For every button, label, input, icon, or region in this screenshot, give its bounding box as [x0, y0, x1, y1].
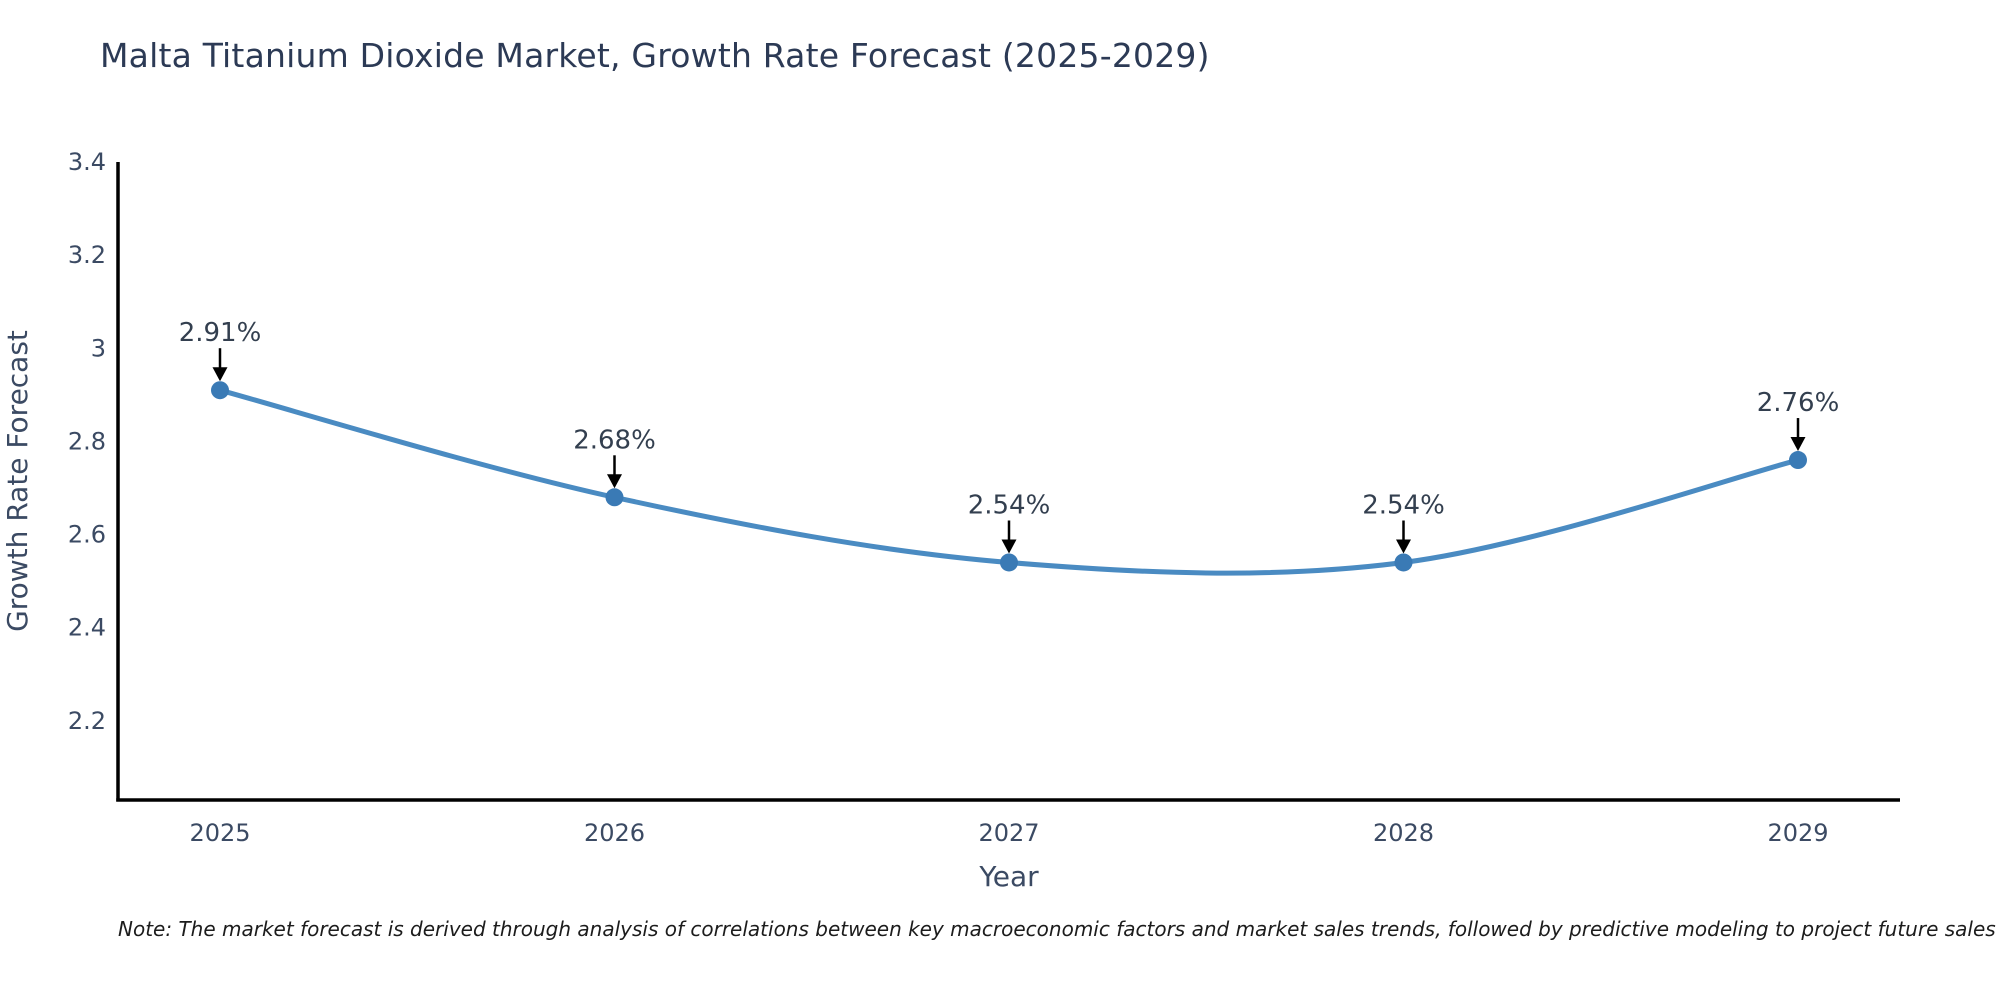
annotation-arrow-head: [607, 474, 622, 489]
x-tick-label: 2026: [584, 819, 645, 847]
point-label: 2.54%: [968, 490, 1051, 520]
x-tick-label: 2027: [978, 819, 1039, 847]
x-axis-title: Year: [978, 860, 1039, 893]
point-label: 2.76%: [1757, 388, 1840, 418]
annotation-arrow-head: [1790, 437, 1806, 452]
y-axis-title: Growth Rate Forecast: [1, 330, 34, 632]
point-label: 2.91%: [179, 318, 262, 348]
data-point-2025[interactable]: [211, 381, 229, 400]
data-point-2029[interactable]: [1789, 451, 1807, 470]
y-tick-label: 2.8: [68, 427, 106, 455]
y-tick-label: 2.2: [68, 707, 106, 735]
y-tick-label: 3.2: [68, 241, 106, 269]
data-point-2027[interactable]: [1000, 553, 1018, 572]
chart-title: Malta Titanium Dioxide Market, Growth Ra…: [100, 36, 1210, 75]
y-tick-label: 2.6: [68, 521, 106, 549]
x-tick-label: 2029: [1767, 819, 1828, 847]
point-label: 2.68%: [573, 425, 656, 455]
forecast-note: Note: The market forecast is derived thr…: [118, 917, 1996, 941]
annotation-arrow-head: [212, 367, 228, 382]
annotation-arrow-head: [1001, 539, 1017, 554]
data-point-2028[interactable]: [1394, 553, 1413, 572]
x-tick-label: 2028: [1373, 819, 1434, 847]
y-tick-label: 2.4: [68, 614, 106, 642]
point-label: 2.54%: [1362, 490, 1445, 520]
data-point-2026[interactable]: [605, 488, 624, 507]
annotation-arrow-head: [1396, 539, 1411, 554]
y-tick-label: 3.4: [68, 148, 106, 176]
y-tick-label: 3: [91, 334, 106, 362]
x-tick-label: 2025: [189, 819, 250, 847]
